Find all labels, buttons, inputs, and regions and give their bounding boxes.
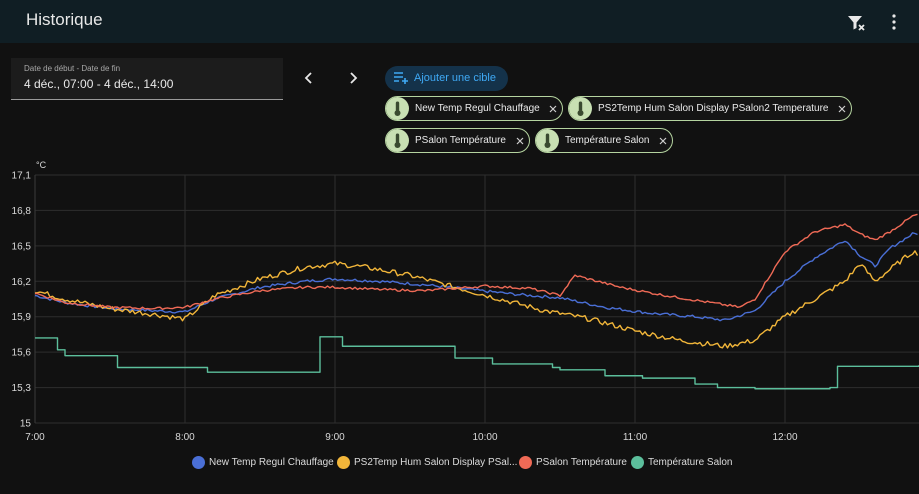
target-chip[interactable]: PSalon Température <box>385 128 530 153</box>
chevron-left-icon[interactable] <box>298 67 320 89</box>
date-range-picker[interactable]: Date de début - Date de fin 4 déc., 07:0… <box>11 58 283 100</box>
chip-label: PS2Temp Hum Salon Display PSalon2 Temper… <box>598 103 829 114</box>
y-tick-label: 16,2 <box>12 277 32 288</box>
chart-series <box>34 213 919 390</box>
chart-grid <box>34 174 919 424</box>
close-icon[interactable] <box>514 134 526 146</box>
target-chip[interactable]: New Temp Regul Chauffage <box>385 96 563 121</box>
series-line-1[interactable] <box>34 250 919 349</box>
chevron-right-icon[interactable] <box>342 67 364 89</box>
y-axis-ticks: 17,1 16,8 16,5 16,2 15,9 15,6 15,3 15 <box>12 171 32 430</box>
close-icon[interactable] <box>836 102 848 114</box>
legend-swatch <box>192 456 205 469</box>
chart-legend: New Temp Regul Chauffage PS2Temp Hum Sal… <box>0 455 919 471</box>
y-tick-label: 15,6 <box>12 348 32 359</box>
y-tick-label: 15 <box>20 419 32 430</box>
add-target-label: Ajouter une cible <box>414 72 496 84</box>
y-axis-unit: °C <box>36 160 47 170</box>
x-tick-label: 7:00 <box>25 432 45 443</box>
legend-swatch <box>631 456 644 469</box>
legend-label: New Temp Regul Chauffage <box>209 457 334 468</box>
legend-label: Température Salon <box>648 457 733 468</box>
target-chip[interactable]: PS2Temp Hum Salon Display PSalon2 Temper… <box>568 96 852 121</box>
thermometer-icon <box>536 129 559 152</box>
playlist-plus-icon <box>393 71 409 90</box>
legend-swatch <box>337 456 350 469</box>
top-app-bar: Historique <box>0 0 919 43</box>
x-tick-label: 11:00 <box>623 432 648 443</box>
y-tick-label: 15,9 <box>12 312 32 323</box>
y-tick-label: 16,5 <box>12 241 32 252</box>
series-line-0[interactable] <box>34 232 918 322</box>
add-target-button[interactable]: Ajouter une cible <box>385 66 508 91</box>
close-icon[interactable] <box>547 102 559 114</box>
x-tick-label: 10:00 <box>472 432 497 443</box>
legend-label: PS2Temp Hum Salon Display PSal... <box>354 457 518 468</box>
date-range-value: 4 déc., 07:00 - 4 déc., 14:00 <box>24 77 174 91</box>
close-icon[interactable] <box>657 134 669 146</box>
thermometer-icon <box>386 97 409 120</box>
x-axis-ticks: 7:00 8:00 9:00 10:00 11:00 12:00 <box>25 432 798 443</box>
date-range-label: Date de début - Date de fin <box>24 64 121 73</box>
legend-label: PSalon Température <box>536 457 627 468</box>
thermometer-icon <box>569 97 592 120</box>
y-tick-label: 17,1 <box>12 171 32 182</box>
chip-label: New Temp Regul Chauffage <box>415 103 540 114</box>
series-line-3[interactable] <box>35 336 919 390</box>
series-line-2[interactable] <box>35 213 918 310</box>
x-tick-label: 12:00 <box>772 432 797 443</box>
thermometer-icon <box>386 129 409 152</box>
y-tick-label: 16,8 <box>12 206 32 217</box>
legend-swatch <box>519 456 532 469</box>
chip-label: PSalon Température <box>415 135 506 146</box>
more-vertical-icon[interactable] <box>882 10 906 34</box>
y-tick-label: 15,3 <box>12 383 32 394</box>
x-tick-label: 9:00 <box>325 432 345 443</box>
x-tick-label: 8:00 <box>175 432 195 443</box>
chip-label: Température Salon <box>565 135 650 146</box>
history-line-chart: °C 17,1 16,8 16,5 16,2 15,9 15,6 15,3 15 7:00 8:… <box>12 160 919 443</box>
page-title: Historique <box>26 10 103 29</box>
filter-clear-icon[interactable] <box>845 11 869 35</box>
target-chip[interactable]: Température Salon <box>535 128 673 153</box>
